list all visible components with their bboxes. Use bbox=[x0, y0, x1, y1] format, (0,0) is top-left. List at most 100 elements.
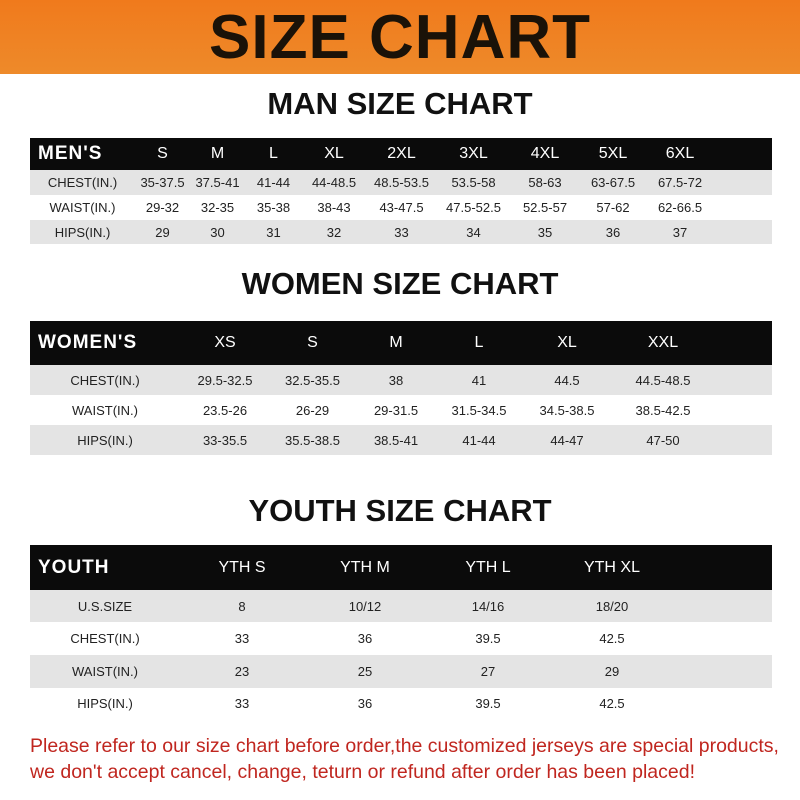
table-row: U.S.SIZE 8 10/12 14/16 18/20 bbox=[30, 590, 772, 622]
table-cell: 33 bbox=[394, 224, 409, 240]
size-header: XL bbox=[557, 334, 577, 351]
table-cell: 35.5-38.5 bbox=[285, 432, 340, 448]
table-row: HIPS(IN.) 33-35.5 35.5-38.5 38.5-41 41-44 44-… bbox=[30, 425, 772, 455]
table-cell: 33 bbox=[234, 695, 250, 711]
table-cell: 36 bbox=[357, 631, 373, 646]
table-cell: 29 bbox=[155, 224, 170, 240]
table-cell: 26-29 bbox=[295, 402, 330, 418]
header-row: YOUTH YTH S YTH M YTH L YTH XL bbox=[30, 545, 772, 590]
table-cell: 41 bbox=[471, 372, 487, 388]
table-cell: 35-37.5 bbox=[140, 175, 185, 190]
table-cell: 41-44 bbox=[256, 175, 291, 190]
youth-chart-title: YOUTH SIZE CHART bbox=[248, 493, 552, 528]
size-header: L bbox=[269, 145, 278, 162]
table-cell: 35-38 bbox=[256, 200, 291, 215]
size-header: YTH L bbox=[465, 558, 511, 576]
table-cell: 39.5 bbox=[475, 631, 501, 646]
men-size-table: MEN'S S M L XL 2XL 3XL 4XL 5XL 6XL CHEST(IN.) 35-37… bbox=[30, 138, 772, 244]
table-corner-label: MEN'S bbox=[38, 143, 103, 164]
table-cell: 37 bbox=[672, 224, 688, 240]
table-cell: 42.5 bbox=[599, 695, 625, 711]
table-cell: 33-35.5 bbox=[202, 432, 248, 448]
table-cell: 43-47.5 bbox=[379, 200, 424, 215]
youth-size-table: YOUTH YTH S YTH M YTH L YTH XL U.S.SIZE 8 10/12… bbox=[30, 545, 772, 718]
size-header: XS bbox=[214, 334, 236, 351]
size-header: 2XL bbox=[387, 145, 416, 162]
table-cell: 47.5-52.5 bbox=[446, 200, 501, 215]
size-header: YTH XL bbox=[583, 558, 640, 576]
header-row: MEN'S S M L XL 2XL 3XL 4XL 5XL 6XL bbox=[30, 138, 772, 170]
size-header: L bbox=[474, 334, 484, 351]
notice-line: we don't accept cancel, change, teturn o… bbox=[30, 761, 695, 783]
size-header: 5XL bbox=[598, 145, 628, 162]
table-cell: 25 bbox=[357, 664, 373, 679]
table-cell: 44.5-48.5 bbox=[635, 372, 691, 388]
table-cell: 39.5 bbox=[475, 695, 501, 711]
notice-line: Please refer to our size chart before or… bbox=[30, 735, 779, 757]
table-row: WAIST(IN.) 23 25 27 29 bbox=[30, 655, 772, 688]
table-cell: 37.5-41 bbox=[195, 175, 240, 190]
table-cell: 34 bbox=[466, 224, 481, 240]
table-cell: 29 bbox=[604, 664, 620, 679]
table-cell: 32.5-35.5 bbox=[285, 372, 340, 388]
table-cell: 42.5 bbox=[599, 631, 625, 646]
table-cell: 29-31.5 bbox=[373, 402, 419, 418]
size-header: M bbox=[210, 145, 225, 162]
table-cell: 53.5-58 bbox=[451, 175, 496, 190]
table-cell: 38 bbox=[388, 372, 404, 388]
table-cell: 10/12 bbox=[348, 598, 382, 614]
table-row: CHEST(IN.) 29.5-32.5 32.5-35.5 38 41 44.5 44.5… bbox=[30, 365, 772, 395]
size-header: S bbox=[307, 334, 318, 351]
size-header: YTH S bbox=[218, 558, 266, 576]
table-row: HIPS(IN.) 29 30 31 32 33 34 35 36 37 bbox=[30, 220, 772, 244]
table-cell: 58-63 bbox=[528, 175, 562, 190]
row-label: WAIST(IN.) bbox=[49, 200, 116, 215]
table-cell: 38.5-42.5 bbox=[635, 402, 691, 418]
banner: SIZE CHART bbox=[0, 0, 800, 74]
women-size-table: WOMEN'S XS S M L XL XXL CHEST(IN.) 29.5-32.5 32.5… bbox=[30, 321, 772, 455]
table-corner-label: WOMEN'S bbox=[38, 332, 138, 353]
size-header: XXL bbox=[647, 334, 679, 351]
table-cell: 48.5-53.5 bbox=[374, 175, 429, 190]
table-cell: 47-50 bbox=[646, 432, 680, 448]
row-label: HIPS(IN.) bbox=[77, 432, 133, 448]
table-cell: 44.5 bbox=[554, 372, 580, 388]
row-label: WAIST(IN.) bbox=[72, 402, 138, 418]
table-cell: 62-66.5 bbox=[657, 200, 703, 215]
table-cell: 44-47 bbox=[550, 432, 584, 448]
size-header: XL bbox=[324, 145, 344, 162]
table-row: CHEST(IN.) 33 36 39.5 42.5 bbox=[30, 622, 772, 655]
table-cell: 14/16 bbox=[471, 598, 505, 614]
table-cell: 63-67.5 bbox=[590, 175, 636, 190]
table-cell: 41-44 bbox=[462, 432, 496, 448]
table-cell: 29.5-32.5 bbox=[197, 372, 253, 388]
table-row: CHEST(IN.) 35-37.5 37.5-41 41-44 44-48.5 48.5… bbox=[30, 170, 772, 195]
women-chart-title: WOMEN SIZE CHART bbox=[241, 266, 559, 301]
row-label: CHEST(IN.) bbox=[47, 175, 118, 190]
header-row: WOMEN'S XS S M L XL XXL bbox=[30, 321, 772, 365]
table-cell: 30 bbox=[210, 224, 225, 240]
order-notice: Please refer to our size chart before or… bbox=[30, 733, 800, 785]
table-cell: 67.5-72 bbox=[657, 175, 703, 190]
row-label: CHEST(IN.) bbox=[70, 372, 140, 388]
table-cell: 44-48.5 bbox=[311, 175, 357, 190]
table-cell: 36 bbox=[357, 695, 373, 711]
table-cell: 29-32 bbox=[145, 200, 180, 215]
row-label: U.S.SIZE bbox=[77, 598, 133, 614]
table-cell: 34.5-38.5 bbox=[539, 402, 595, 418]
banner-title: SIZE CHART bbox=[209, 2, 591, 72]
row-label: HIPS(IN.) bbox=[77, 695, 133, 711]
table-cell: 36 bbox=[605, 224, 621, 240]
row-label: HIPS(IN.) bbox=[54, 224, 111, 240]
table-cell: 52.5-57 bbox=[522, 200, 568, 215]
table-row: HIPS(IN.) 33 36 39.5 42.5 bbox=[30, 688, 772, 718]
table-cell: 23 bbox=[234, 664, 250, 679]
table-cell: 23.5-26 bbox=[202, 402, 248, 418]
size-header: 4XL bbox=[530, 145, 560, 162]
table-row: WAIST(IN.) 23.5-26 26-29 29-31.5 31.5-34.5 34… bbox=[30, 395, 772, 425]
table-cell: 38.5-41 bbox=[373, 432, 419, 448]
table-cell: 35 bbox=[537, 224, 553, 240]
row-label: WAIST(IN.) bbox=[72, 664, 138, 679]
table-cell: 38-43 bbox=[317, 200, 351, 215]
table-cell: 32 bbox=[326, 224, 342, 240]
